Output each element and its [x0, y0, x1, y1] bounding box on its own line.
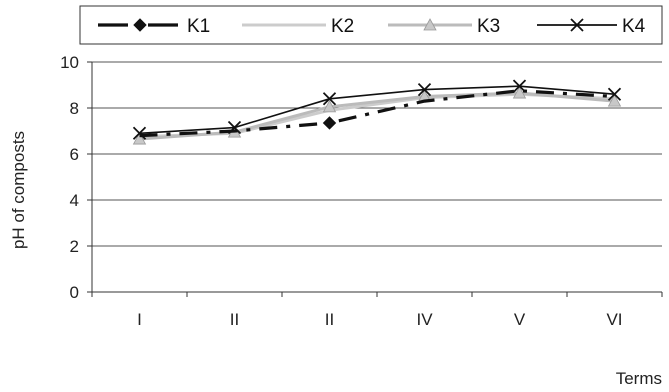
y-tick-label-4: 4 [70, 191, 79, 210]
y-axis-label: pH of composts [9, 131, 28, 249]
data-point-k3-2 [322, 100, 337, 113]
data-point-k4-2-stroke-b [322, 92, 337, 106]
data-point-k3-0 [132, 132, 147, 145]
gridlines [92, 61, 662, 247]
series-line-k4 [139, 85, 615, 135]
data-point-k3-5 [607, 94, 622, 107]
legend-item-k1: K1 [98, 16, 210, 37]
data-point-k4-1 [227, 120, 242, 135]
x-tick-label-4: V [514, 310, 526, 329]
y-tick-label-0: 0 [70, 283, 79, 302]
data-point-k3-4 [512, 86, 527, 99]
legend-label-k1: K1 [187, 16, 210, 37]
x-axis-label: Terms [616, 369, 662, 388]
data-point-k4-4-stroke-b [512, 79, 527, 93]
data-point-k1-2 [322, 116, 337, 130]
x-tick-label-1: II [230, 310, 239, 329]
x-tick-label-5: VI [606, 310, 622, 329]
series-k3 [132, 86, 622, 145]
chart-legend: K1 K2 K3 K4 [79, 5, 663, 45]
data-point-k4-3 [417, 82, 432, 97]
legend-item-k4: K4 [537, 16, 646, 37]
data-point-k4-3-stroke-b [417, 82, 432, 97]
y-tick-label-8: 8 [70, 99, 79, 118]
y-tick-label-2: 2 [70, 237, 79, 256]
legend-label-k2: K2 [331, 16, 354, 37]
x-tick-label-0: I [137, 310, 142, 329]
series-line-k3 [139, 91, 615, 141]
legend-label-k4: K4 [622, 16, 646, 37]
data-point-k4-0-stroke-b [132, 126, 147, 140]
x-tick-label-3: IV [416, 310, 433, 329]
series-k4 [132, 79, 622, 140]
data-point-k4-5 [607, 87, 622, 101]
legend-marker-k1 [133, 18, 147, 32]
data-series [132, 79, 622, 145]
legend-marker-k4-stroke-b [570, 18, 584, 32]
data-point-k4-5-stroke-b [607, 87, 622, 101]
data-point-k4-2 [322, 92, 337, 106]
x-tick-label-2: II [325, 310, 334, 329]
legend-marker-k4 [570, 18, 584, 32]
legend-item-k2: K2 [242, 16, 354, 37]
data-point-k4-1-stroke-b [227, 120, 242, 135]
x-axis-ticks: I II II IV V VI [91, 292, 663, 329]
data-point-k4-0 [132, 126, 147, 140]
data-point-k4-4 [512, 79, 527, 93]
y-axis-ticks: 0 2 4 6 8 10 [60, 53, 92, 302]
series-k1 [139, 89, 615, 138]
legend-marker-k3 [423, 18, 437, 31]
y-tick-label-6: 6 [70, 145, 79, 164]
y-tick-label-10: 10 [60, 53, 79, 72]
legend-label-k3: K3 [477, 16, 500, 37]
legend-item-k3: K3 [388, 16, 500, 37]
